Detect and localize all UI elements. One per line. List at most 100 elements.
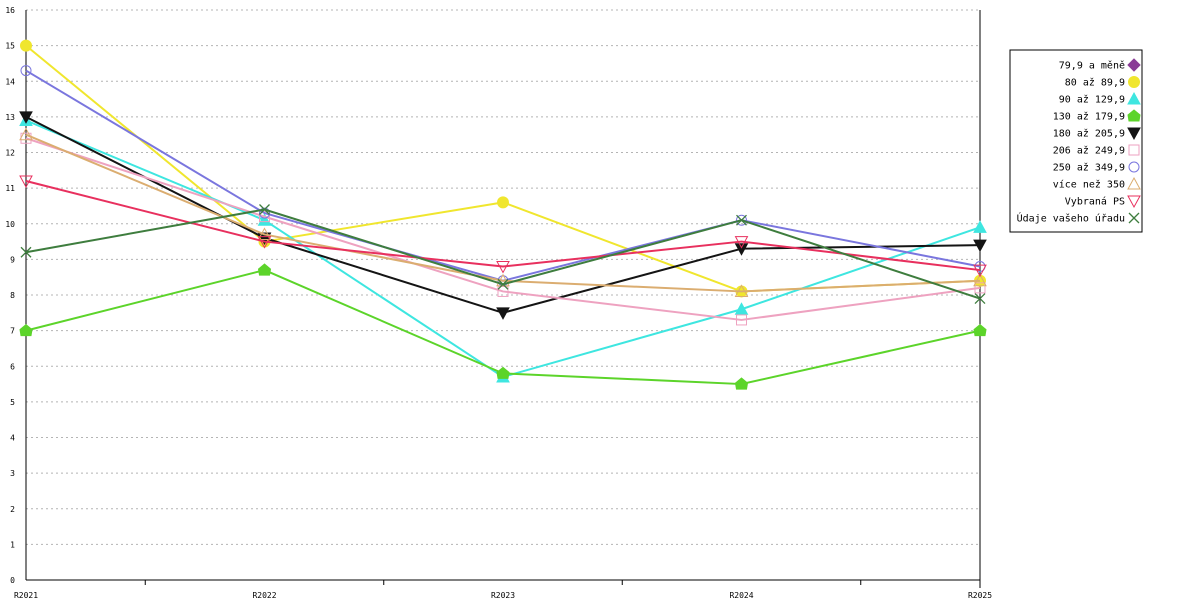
- data-point-marker: [496, 261, 510, 274]
- x-axis-tick-labels: R2021 R2022 R2023 R2024 R2025: [14, 591, 992, 600]
- data-point-marker: [19, 323, 33, 337]
- data-point-marker: [973, 264, 987, 278]
- y-tick-label: 13: [5, 113, 15, 122]
- legend-label: 130 až 179,9: [1053, 111, 1125, 123]
- series-line: [25, 133, 981, 293]
- data-point-marker: [19, 175, 33, 189]
- series-8: [19, 175, 987, 278]
- data-point-marker: [736, 214, 747, 226]
- y-tick-label: 15: [5, 42, 15, 51]
- legend-marker: [1128, 76, 1140, 88]
- legend-item: více než 350: [1053, 176, 1141, 191]
- data-point-marker: [736, 314, 747, 326]
- series-7: [19, 127, 987, 297]
- y-tick-label: 5: [10, 398, 15, 407]
- legend-label: Vybraná PS: [1065, 196, 1125, 208]
- legend-item: Vybraná PS: [1065, 195, 1141, 209]
- y-tick-label: 2: [10, 505, 15, 514]
- legend-marker: [1127, 58, 1141, 72]
- data-point-marker: [20, 246, 32, 258]
- legend-marker: [1128, 161, 1140, 173]
- y-tick-label: 8: [10, 291, 15, 300]
- data-point-marker: [257, 227, 272, 240]
- y-tick-label: 10: [5, 220, 15, 229]
- legend-marker: [1127, 91, 1141, 105]
- data-point-marker: [974, 282, 986, 294]
- data-point-marker: [974, 293, 986, 305]
- y-tick-label: 4: [10, 434, 15, 443]
- data-point-marker: [973, 273, 987, 287]
- legend-item: 130 až 179,9: [1053, 109, 1141, 123]
- data-point-marker: [20, 65, 32, 77]
- data-point-marker: [19, 127, 33, 141]
- y-tick-label: 3: [10, 469, 15, 478]
- axes: [25, 10, 981, 588]
- y-tick-label: 1: [10, 540, 15, 549]
- y-tick-label: 0: [10, 576, 15, 585]
- series-1: [20, 39, 986, 298]
- legend-item: 90 až 129,9: [1059, 91, 1141, 106]
- legend-item: 250 až 349,9: [1053, 161, 1140, 174]
- data-point-marker: [973, 220, 987, 233]
- data-point-marker: [259, 211, 270, 223]
- series-line: [25, 44, 981, 293]
- legend-label: více než 350: [1053, 179, 1125, 191]
- x-tick-label: R2024: [729, 591, 753, 600]
- y-tick-label: 12: [5, 149, 15, 158]
- legend-marker: [1128, 144, 1140, 156]
- series-4: [19, 111, 987, 320]
- data-point-marker: [257, 213, 272, 226]
- data-point-marker: [259, 204, 270, 215]
- legend-label: 90 až 129,9: [1059, 94, 1125, 106]
- plot-series: [19, 39, 987, 390]
- data-point-marker: [497, 285, 509, 297]
- legend-marker: [1127, 127, 1141, 141]
- legend-marker: [1127, 109, 1141, 122]
- legend-label: 250 až 349,9: [1053, 162, 1125, 174]
- y-tick-label: 16: [5, 6, 15, 15]
- y-tick-label: 7: [10, 327, 15, 336]
- data-point-marker: [496, 307, 510, 320]
- data-point-marker: [734, 243, 749, 256]
- legend-marker: [1127, 176, 1141, 190]
- legend-marker: [1127, 195, 1141, 209]
- legend-label: 80 až 89,9: [1065, 77, 1125, 89]
- data-point-marker: [19, 111, 33, 124]
- data-point-marker: [259, 207, 270, 219]
- legend-label: 180 až 205,9: [1053, 128, 1125, 140]
- series-line: [25, 119, 981, 378]
- data-point-marker: [973, 239, 987, 253]
- legend-item: 180 až 205,9: [1053, 127, 1141, 141]
- data-point-marker: [497, 196, 509, 209]
- data-point-marker: [257, 236, 272, 249]
- data-point-marker: [20, 39, 32, 52]
- legend-item: 79,9 a měně: [1059, 58, 1141, 72]
- legend-label: Údaje vašeho úřadu: [1017, 212, 1125, 225]
- legend-marker: [1128, 212, 1140, 224]
- data-point-marker: [734, 377, 749, 390]
- legend-label: 206 až 249,9: [1053, 145, 1125, 157]
- grid-lines: [26, 9, 980, 545]
- data-point-marker: [497, 278, 509, 290]
- legend-item: 206 až 249,9: [1053, 144, 1140, 157]
- legend-item: 80 až 89,9: [1065, 76, 1140, 89]
- data-point-marker: [734, 302, 749, 315]
- y-tick-label: 11: [5, 184, 15, 193]
- legend-item: Údaje vašeho úřadu: [1017, 212, 1140, 225]
- data-point-marker: [496, 366, 510, 379]
- data-point-marker: [736, 214, 747, 226]
- y-tick-label: 14: [5, 77, 15, 86]
- legend-label: 79,9 a měně: [1059, 60, 1125, 72]
- data-point-marker: [496, 273, 510, 287]
- series-9: [20, 204, 986, 305]
- legend-box: [1009, 49, 1143, 233]
- x-tick-label: R2022: [252, 591, 276, 600]
- y-tick-label: 6: [10, 362, 15, 371]
- data-point-marker: [734, 284, 749, 297]
- y-tick-label: 9: [10, 255, 15, 264]
- data-point-marker: [973, 323, 987, 337]
- data-point-marker: [734, 236, 749, 249]
- data-point-marker: [257, 263, 272, 276]
